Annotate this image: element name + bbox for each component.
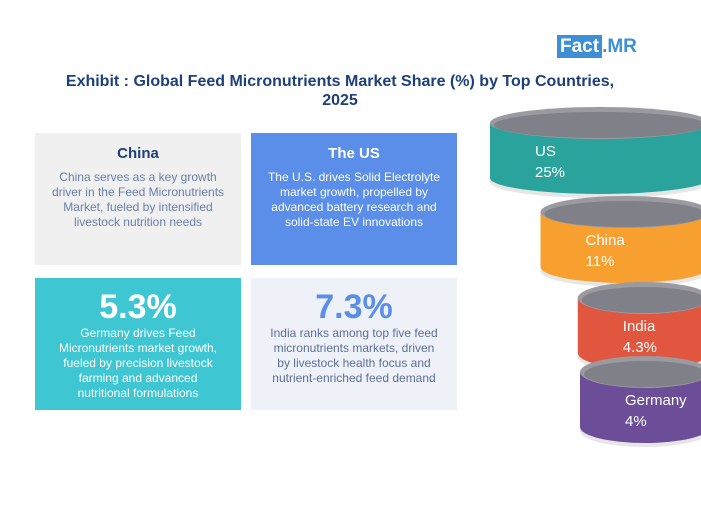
disk-top-inner <box>584 361 701 387</box>
card-title: The US <box>328 145 380 162</box>
disk-value: 4% <box>625 413 647 430</box>
card-text: Germany drives Feed Micronutrients marke… <box>58 326 218 400</box>
disk-top-inner <box>544 201 701 227</box>
disk-value: 11% <box>586 253 615 270</box>
disk <box>577 298 701 369</box>
card-text: China serves as a key growth driver in t… <box>51 170 225 229</box>
disk-top-inner <box>581 287 701 313</box>
disk <box>540 212 701 283</box>
disk-top-inner <box>494 112 701 138</box>
card-title: 7.3% <box>315 288 393 326</box>
card: 7.3% India ranks among top five feed micr… <box>251 278 457 410</box>
disk-label: India <box>623 318 656 335</box>
logo-text: .MR <box>602 36 637 57</box>
card-title: China <box>117 145 159 162</box>
card-text: The U.S. drives Solid Electrolyte market… <box>267 170 441 229</box>
card-text: India ranks among top five feed micronut… <box>270 326 438 385</box>
card: The US The U.S. drives Solid Electrolyte … <box>251 133 457 265</box>
logo: Fact .MR <box>557 35 637 58</box>
chart-title: Exhibit : Global Feed Micronutrients Mar… <box>65 73 615 109</box>
disk <box>490 123 701 194</box>
disk-label: Germany <box>625 392 687 409</box>
card: 5.3% Germany drives Feed Micronutrients m… <box>35 278 241 410</box>
logo-box: Fact <box>557 35 603 58</box>
disk-label: China <box>586 232 626 249</box>
disk-label: US <box>535 143 556 160</box>
disk-value: 25% <box>535 164 565 181</box>
card-title: 5.3% <box>99 288 177 326</box>
disk-value: 4.3% <box>623 339 657 356</box>
disk <box>580 372 701 443</box>
card: China China serves as a key growth driver… <box>35 133 241 265</box>
